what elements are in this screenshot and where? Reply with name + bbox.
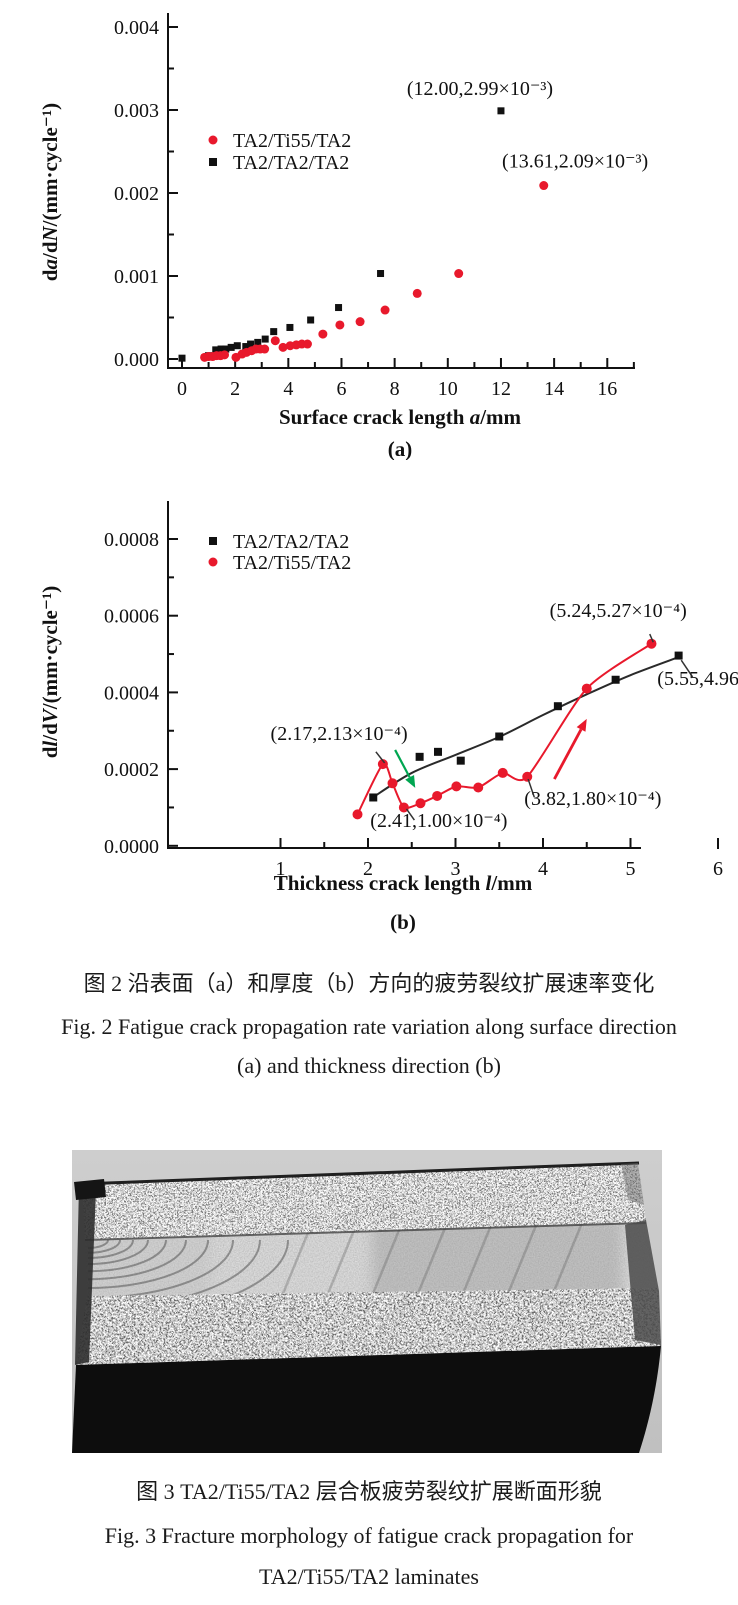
svg-text:da/dN/(mm·cycle⁻¹): da/dN/(mm·cycle⁻¹): [38, 103, 62, 281]
svg-text:0.0006: 0.0006: [104, 606, 159, 628]
fig2-caption-english-line2: (a) and thickness direction (b): [237, 1053, 501, 1078]
svg-text:0.000: 0.000: [114, 349, 159, 371]
svg-text:(13.61,2.09×10⁻³): (13.61,2.09×10⁻³): [502, 150, 648, 172]
svg-text:TA2/Ti55/TA2: TA2/Ti55/TA2: [233, 130, 351, 152]
svg-text:0: 0: [177, 378, 187, 400]
svg-text:6: 6: [336, 378, 346, 400]
svg-text:TA2/TA2/TA2: TA2/TA2/TA2: [233, 531, 349, 553]
photo-top-left-notch: [74, 1179, 106, 1200]
fig2-caption-chinese: 图 2 沿表面（a）和厚度（b）方向的疲劳裂纹扩展速率变化: [83, 971, 655, 996]
photo-crack-front-line: [84, 1222, 647, 1241]
photo-bottom-rough-band: [76, 1288, 661, 1365]
svg-text:TA2/Ti55/TA2: TA2/Ti55/TA2: [233, 552, 351, 574]
svg-text:3: 3: [451, 858, 461, 880]
chart-fig2b-crack-growth-thickness: 1 2 3 4 5 6 0.0000 0.0002 0.0004 0.0006 0.0008 (2.1…: [38, 501, 738, 934]
svg-text:0.003: 0.003: [114, 100, 159, 122]
svg-text:Thickness crack length l/mm: Thickness crack length l/mm: [274, 871, 533, 895]
fig3-caption-chinese: 图 3 TA2/Ti55/TA2 层合板疲劳裂纹扩展断面形貌: [136, 1479, 602, 1504]
photo-black-lower-face: [72, 1346, 661, 1453]
fracture-photo: [72, 1150, 662, 1453]
svg-text:0.004: 0.004: [114, 17, 159, 39]
svg-text:(2.17,2.13×10⁻⁴): (2.17,2.13×10⁻⁴): [271, 723, 408, 745]
svg-text:12: 12: [491, 378, 511, 400]
svg-text:5: 5: [626, 858, 636, 880]
svg-text:10: 10: [438, 378, 458, 400]
fig3-caption-english-line2: TA2/Ti55/TA2 laminates: [259, 1564, 479, 1589]
photo-middle-smooth-band: [85, 1222, 658, 1296]
fig2-caption-english-line1: Fig. 2 Fatigue crack propagation rate va…: [61, 1014, 677, 1039]
photo-left-shadow-edge: [75, 1185, 96, 1365]
svg-text:(a): (a): [388, 437, 413, 460]
fig3-caption-english-line1: Fig. 3 Fracture morphology of fatigue cr…: [104, 1523, 634, 1548]
photo-right-bevel-shadow: [625, 1220, 661, 1345]
svg-text:4: 4: [538, 858, 548, 880]
photo-top-edge: [79, 1161, 640, 1186]
svg-text:1: 1: [276, 858, 286, 880]
svg-text:(b): (b): [390, 910, 416, 934]
svg-text:(5.55,4.96×10⁻⁴): (5.55,4.96×10⁻⁴): [657, 668, 738, 690]
svg-text:0.0008: 0.0008: [104, 529, 159, 551]
svg-text:0.001: 0.001: [114, 266, 159, 288]
photo-top-right-shade: [621, 1163, 644, 1205]
svg-text:8: 8: [390, 378, 400, 400]
svg-text:TA2/TA2/TA2: TA2/TA2/TA2: [233, 152, 349, 174]
svg-text:4: 4: [283, 378, 293, 400]
svg-text:2: 2: [230, 378, 240, 400]
svg-text:Surface crack length a/mm: Surface crack length a/mm: [279, 405, 522, 429]
svg-text:(2.41,1.00×10⁻⁴): (2.41,1.00×10⁻⁴): [370, 810, 507, 832]
svg-text:6: 6: [713, 858, 723, 880]
svg-text:(5.24,5.27×10⁻⁴): (5.24,5.27×10⁻⁴): [550, 600, 687, 622]
svg-text:16: 16: [597, 378, 617, 400]
svg-text:0.002: 0.002: [114, 183, 159, 205]
svg-text:0.0000: 0.0000: [104, 836, 159, 858]
svg-text:dl/dV/(mm·cycle⁻¹): dl/dV/(mm·cycle⁻¹): [38, 586, 62, 759]
svg-text:0.0002: 0.0002: [104, 759, 159, 781]
svg-text:(12.00,2.99×10⁻³): (12.00,2.99×10⁻³): [407, 78, 553, 100]
svg-text:(3.82,1.80×10⁻⁴): (3.82,1.80×10⁻⁴): [524, 788, 661, 810]
svg-text:0.0004: 0.0004: [104, 682, 159, 704]
photo-top-rough-band: [82, 1163, 646, 1240]
svg-text:14: 14: [544, 378, 564, 400]
svg-text:2: 2: [363, 858, 373, 880]
chart-fig2a-crack-growth-surface: 0 2 4 6 8 10 12 14 16 0.000 0.001 0.002 0.003 0.004 (1…: [38, 13, 648, 460]
